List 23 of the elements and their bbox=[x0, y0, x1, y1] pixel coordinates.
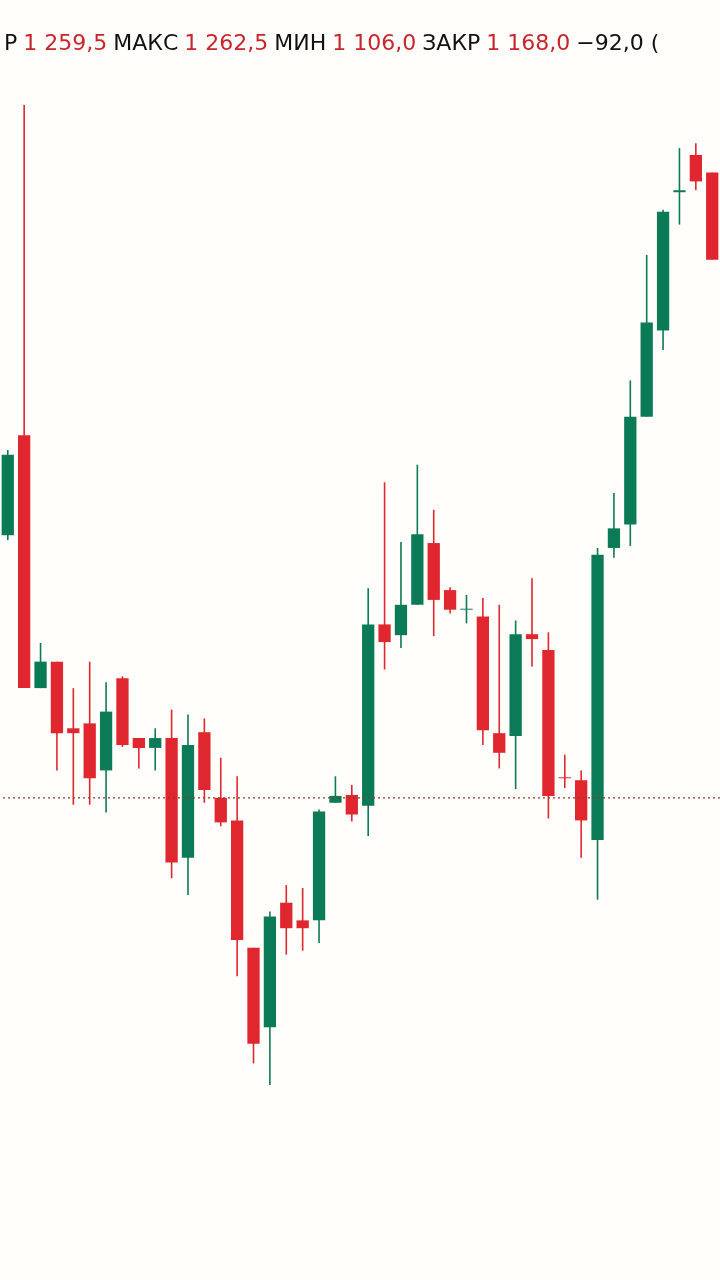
candlestick bbox=[132, 737, 145, 770]
candlestick bbox=[460, 594, 473, 625]
candlestick bbox=[558, 753, 571, 789]
text: 1 262,5 bbox=[184, 30, 269, 55]
text: 1 168,0 bbox=[486, 30, 571, 55]
text: Р bbox=[4, 30, 18, 55]
candlestick bbox=[329, 775, 342, 804]
candlestick bbox=[525, 577, 539, 668]
candlestick bbox=[378, 481, 391, 671]
candlestick bbox=[296, 887, 309, 952]
text: МАКС bbox=[113, 30, 179, 55]
candlestick bbox=[149, 727, 162, 772]
text: −92,0 ( bbox=[576, 30, 660, 55]
text: 1 259,5 bbox=[23, 30, 108, 55]
candlestick bbox=[493, 604, 506, 770]
candlestick bbox=[607, 492, 621, 559]
candlestick bbox=[673, 147, 686, 226]
text: 1 106,0 bbox=[332, 30, 417, 55]
text: МИН bbox=[274, 30, 327, 55]
candlestick bbox=[345, 784, 358, 823]
candlestick bbox=[67, 687, 80, 806]
candlestick bbox=[443, 586, 457, 615]
text: ЗАКР bbox=[422, 30, 481, 55]
